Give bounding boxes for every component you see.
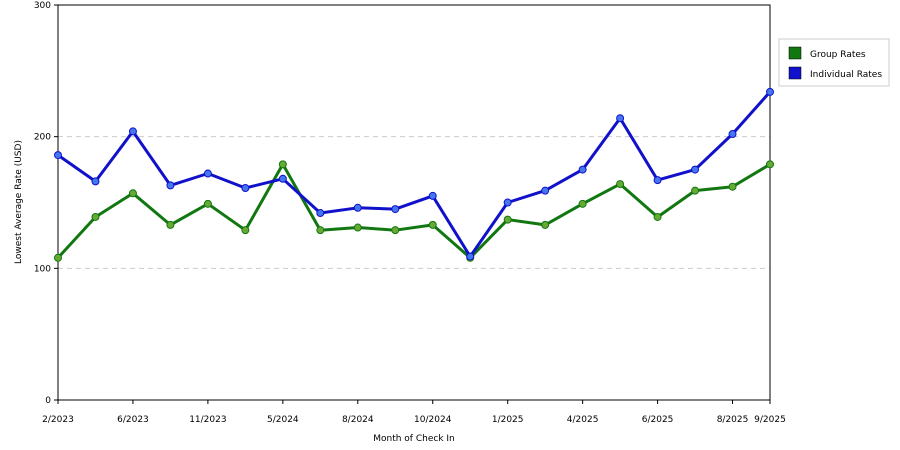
x-tick-label-8-2025: 8/2025 [717,415,749,425]
data-point-individual-rates-13 [541,186,550,195]
grid-lines [58,136,770,269]
data-point-individual-rates-2 [128,127,137,136]
legend-swatch-individual-rates [788,66,802,80]
y-tick-label-0: 0 [45,396,51,406]
data-point-individual-rates-17 [691,165,700,174]
x-tick-label-1-2025: 1/2025 [492,415,524,425]
x-tick-label-8-2024: 8/2024 [342,415,374,425]
series-line-group-rates [56,162,771,260]
data-point-individual-rates-7 [316,209,325,218]
data-point-group-rates-9 [391,226,400,235]
data-point-group-rates-5 [241,226,250,235]
data-point-individual-rates-6 [278,174,287,183]
data-point-individual-rates-4 [203,169,212,178]
legend-swatch-group-rates [788,46,802,60]
legend-label-individual-rates: Individual Rates [810,70,882,80]
data-point-individual-rates-18 [728,130,737,139]
series-line-individual-rates [57,90,772,258]
data-point-individual-rates-0 [54,151,62,160]
data-point-group-rates-18 [728,182,737,191]
data-point-group-rates-6 [278,160,287,169]
data-point-group-rates-13 [541,220,550,229]
data-point-individual-rates-8 [353,203,362,212]
data-point-group-rates-7 [316,226,325,235]
x-tick-label-6-2025: 6/2025 [642,415,674,425]
data-point-group-rates-2 [128,189,137,198]
y-tick-label-200: 200 [34,133,51,143]
y-axis-title: Lowest Average Rate (USD) [14,140,24,264]
data-point-individual-rates-15 [616,114,625,123]
data-point-individual-rates-16 [653,176,662,185]
data-point-group-rates-14 [578,199,587,208]
data-point-individual-rates-10 [428,191,437,200]
x-tick-label-5-2024: 5/2024 [267,415,299,425]
tick-labels: 0 100 200 300 2/2023 6/2023 11/2023 5/2024 8/202… [34,1,786,425]
x-tick-label-9-2025: 9/2025 [754,415,786,425]
series-layer [54,87,774,262]
x-axis-title: Month of Check In [373,434,455,444]
data-point-individual-rates-9 [391,205,400,214]
data-point-group-rates-19 [766,160,774,169]
data-point-individual-rates-1 [91,177,100,186]
data-point-group-rates-8 [353,223,362,232]
y-tick-label-100: 100 [34,264,51,274]
y-tick-label-300: 300 [34,1,51,11]
data-point-group-rates-16 [653,212,662,221]
data-point-group-rates-17 [691,186,700,195]
data-point-individual-rates-12 [503,198,512,207]
x-tick-label-11-2023: 11/2023 [189,415,226,425]
data-point-group-rates-0 [54,253,62,262]
x-tick-label-4-2025: 4/2025 [567,415,599,425]
data-point-individual-rates-11 [466,252,475,261]
plot-frame [57,4,771,401]
x-tick-label-6-2023: 6/2023 [117,415,149,425]
legend-label-group-rates: Group Rates [810,50,866,60]
data-point-group-rates-1 [91,212,100,221]
x-tick-label-10-2024: 10/2024 [414,415,452,425]
x-tick-label-2-2023: 2/2023 [42,415,74,425]
data-point-group-rates-10 [428,220,437,229]
data-point-individual-rates-5 [241,184,250,193]
data-point-individual-rates-14 [578,165,587,174]
legend: Group Rates Individual Rates [778,38,890,87]
data-point-individual-rates-19 [766,87,774,96]
data-point-group-rates-12 [503,215,512,224]
data-point-group-rates-15 [616,180,625,189]
data-point-group-rates-3 [166,220,175,229]
data-point-group-rates-4 [203,199,212,208]
axes [54,4,771,404]
data-point-individual-rates-3 [166,181,175,190]
